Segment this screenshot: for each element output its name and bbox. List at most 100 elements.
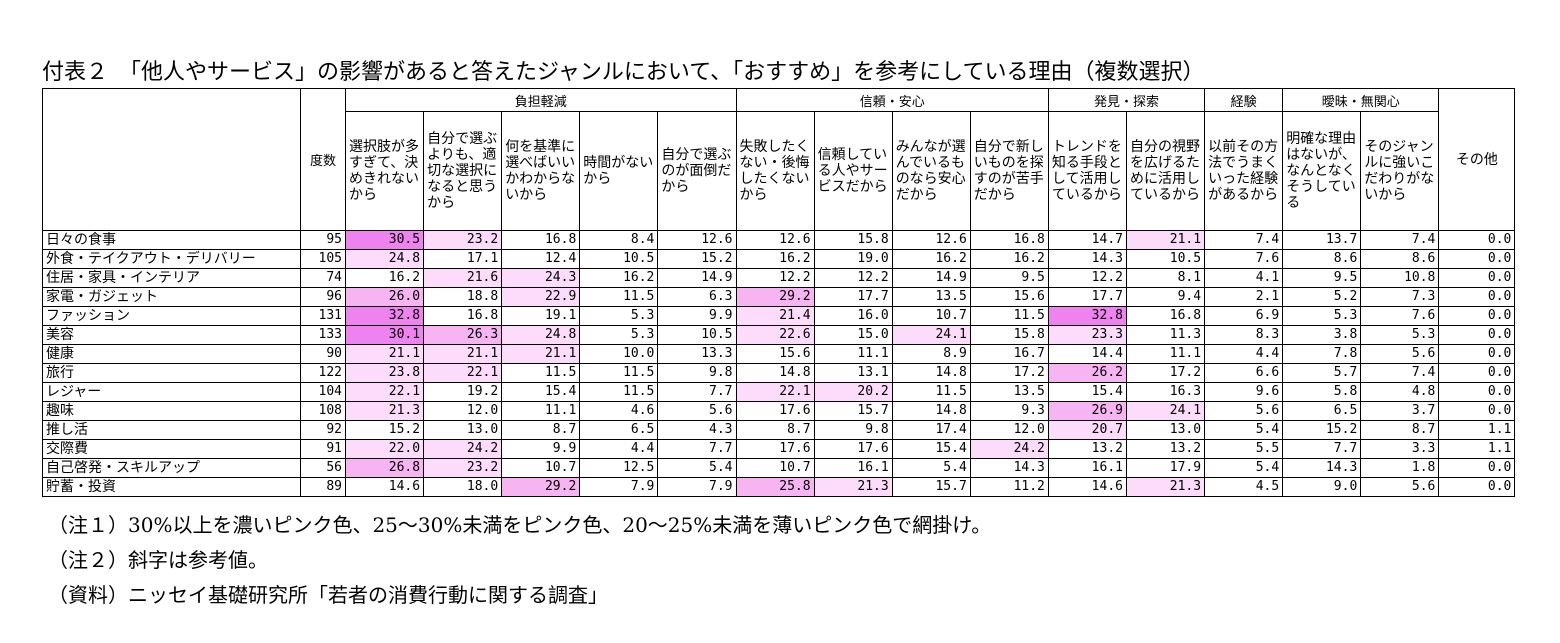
value-cell: 5.7 xyxy=(1282,363,1362,383)
value-cell: 19.1 xyxy=(501,306,581,326)
value-cell: 7.9 xyxy=(579,477,659,497)
value-cell: 23.3 xyxy=(1047,325,1127,345)
value-cell: 12.4 xyxy=(501,249,581,269)
row-label: 住居・家具・インテリア xyxy=(42,268,301,288)
value-cell: 0.0 xyxy=(1438,306,1516,326)
notes: （注１）30%以上を濃いピンク色、25～30%未満をピンク色、20～25%未満を… xyxy=(48,508,991,613)
value-cell: 6.9 xyxy=(1204,306,1284,326)
row-label: 貯蓄・投資 xyxy=(42,477,301,497)
value-cell: 11.5 xyxy=(891,382,971,402)
value-cell: 15.6 xyxy=(969,287,1049,307)
value-cell: 17.7 xyxy=(1047,287,1127,307)
n-cell: 56 xyxy=(300,458,346,478)
row-label: 美容 xyxy=(42,325,301,345)
row-label: 外食・テイクアウト・デリバリー xyxy=(42,249,301,269)
value-cell: 10.8 xyxy=(1360,268,1440,288)
column-header: みんなが選んでいるものなら安心だから xyxy=(891,111,971,231)
value-cell: 24.8 xyxy=(344,249,425,269)
value-cell: 32.8 xyxy=(344,306,425,326)
value-cell: 12.0 xyxy=(969,420,1049,440)
value-cell: 13.5 xyxy=(891,287,971,307)
value-cell: 15.4 xyxy=(891,439,971,459)
value-cell: 9.3 xyxy=(969,401,1049,421)
column-header: 失敗したくない・後悔したくないから xyxy=(735,111,815,231)
value-cell: 16.2 xyxy=(969,249,1049,269)
value-cell: 7.4 xyxy=(1360,230,1440,250)
column-header: その他 xyxy=(1438,88,1516,231)
value-cell: 12.6 xyxy=(735,230,815,250)
value-cell: 5.3 xyxy=(1360,325,1440,345)
value-cell: 11.2 xyxy=(969,477,1049,497)
note: （資料）ニッセイ基礎研究所「若者の消費行動に関する調査」 xyxy=(48,583,608,607)
value-cell: 11.5 xyxy=(579,363,659,383)
value-cell: 24.8 xyxy=(501,325,581,345)
value-cell: 14.6 xyxy=(344,477,425,497)
value-cell: 16.8 xyxy=(969,230,1049,250)
column-header: 選択肢が多すぎて、決めきれないから xyxy=(344,111,425,231)
row-label: 趣味 xyxy=(42,401,301,421)
value-cell: 22.1 xyxy=(423,363,503,383)
value-cell: 17.1 xyxy=(423,249,503,269)
value-cell: 3.7 xyxy=(1360,401,1440,421)
value-cell: 16.1 xyxy=(1047,458,1127,478)
value-cell: 14.3 xyxy=(969,458,1049,478)
data-row: 日々の食事 95 30.5 23.2 16.8 8.4 12.6 12.6 15.8 12.6 16… xyxy=(42,230,1516,250)
value-cell: 15.4 xyxy=(1047,382,1127,402)
value-cell: 26.0 xyxy=(344,287,425,307)
value-cell: 26.3 xyxy=(423,325,503,345)
column-header: トレンドを知る手段として活用しているから xyxy=(1047,111,1127,231)
value-cell: 21.1 xyxy=(1125,230,1206,250)
value-cell: 10.0 xyxy=(579,344,659,364)
value-cell: 16.2 xyxy=(344,268,425,288)
value-cell: 23.2 xyxy=(423,458,503,478)
value-cell: 26.2 xyxy=(1047,363,1127,383)
n-cell: 95 xyxy=(300,230,346,250)
value-cell: 21.6 xyxy=(423,268,503,288)
row-label: 自己啓発・スキルアップ xyxy=(42,458,301,478)
value-cell: 8.6 xyxy=(1282,249,1362,269)
value-cell: 11.1 xyxy=(501,401,581,421)
n-cell: 91 xyxy=(300,439,346,459)
value-cell: 7.7 xyxy=(657,439,737,459)
value-cell: 13.7 xyxy=(1282,230,1362,250)
value-cell: 5.2 xyxy=(1282,287,1362,307)
value-cell: 16.8 xyxy=(1125,306,1206,326)
value-cell: 29.2 xyxy=(735,287,815,307)
value-cell: 11.5 xyxy=(579,382,659,402)
value-cell: 4.4 xyxy=(579,439,659,459)
column-header: 何を基準に選べばいいかわからないから xyxy=(501,111,581,231)
value-cell: 8.9 xyxy=(891,344,971,364)
data-row: 外食・テイクアウト・デリバリー 105 24.8 17.1 12.4 10.5 15.2 16… xyxy=(42,249,1516,269)
value-cell: 20.7 xyxy=(1047,420,1127,440)
value-cell: 26.9 xyxy=(1047,401,1127,421)
column-header: 自分の視野を広げるために活用しているから xyxy=(1125,111,1206,231)
note: （注１）30%以上を濃いピンク色、25～30%未満をピンク色、20～25%未満を… xyxy=(48,513,992,537)
value-cell: 9.0 xyxy=(1282,477,1362,497)
value-cell: 0.0 xyxy=(1438,325,1516,345)
value-cell: 18.0 xyxy=(423,477,503,497)
value-cell: 4.5 xyxy=(1204,477,1284,497)
value-cell: 23.2 xyxy=(423,230,503,250)
column-header: 自分で新しいものを探すのが苦手だから xyxy=(969,111,1049,231)
group-header: 負担軽減 xyxy=(345,88,737,112)
data-row: レジャー 104 22.1 19.2 15.4 11.5 7.7 22.1 20.2 11.5 13… xyxy=(42,382,1516,402)
value-cell: 14.7 xyxy=(1047,230,1127,250)
value-cell: 4.6 xyxy=(579,401,659,421)
value-cell: 15.0 xyxy=(813,325,893,345)
value-cell: 0.0 xyxy=(1438,363,1516,383)
data-row: 貯蓄・投資 89 14.6 18.0 29.2 7.9 7.9 25.8 21.3 15.7 11.… xyxy=(42,477,1516,497)
row-label: 交際費 xyxy=(42,439,301,459)
value-cell: 19.2 xyxy=(423,382,503,402)
value-cell: 15.8 xyxy=(969,325,1049,345)
value-cell: 5.8 xyxy=(1282,382,1362,402)
value-cell: 0.0 xyxy=(1438,401,1516,421)
value-cell: 0.0 xyxy=(1438,458,1516,478)
value-cell: 16.7 xyxy=(969,344,1049,364)
value-cell: 8.6 xyxy=(1360,249,1440,269)
value-cell: 30.5 xyxy=(344,230,425,250)
value-cell: 7.8 xyxy=(1282,344,1362,364)
value-cell: 15.8 xyxy=(813,230,893,250)
value-cell: 0.0 xyxy=(1438,344,1516,364)
value-cell: 17.6 xyxy=(813,439,893,459)
value-cell: 5.3 xyxy=(579,306,659,326)
